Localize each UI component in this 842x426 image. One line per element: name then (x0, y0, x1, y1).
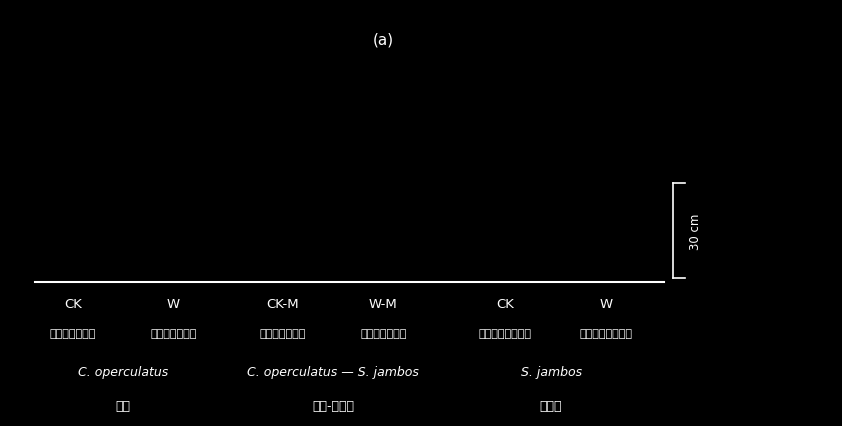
Text: （混合组水淤）: （混合组水淤） (360, 328, 407, 339)
Text: W-M: W-M (369, 297, 397, 311)
Text: （水蒲桃组对照）: （水蒲桃组对照） (478, 328, 531, 339)
Text: 水翁: 水翁 (115, 399, 131, 412)
Text: CK: CK (64, 297, 82, 311)
Text: (a): (a) (373, 32, 394, 47)
Text: （水蒲桃组水淤）: （水蒲桃组水淤） (579, 328, 632, 339)
Text: C. operculatus: C. operculatus (78, 365, 168, 378)
Text: CK-M: CK-M (266, 297, 299, 311)
Text: C. operculatus — S. jambos: C. operculatus — S. jambos (247, 365, 418, 378)
Text: CK: CK (496, 297, 514, 311)
Text: S. jambos: S. jambos (520, 365, 582, 378)
Text: W: W (599, 297, 612, 311)
Text: （水翁组水淤）: （水翁组水淤） (150, 328, 197, 339)
Text: 水翁-水蒲桃: 水翁-水蒲桃 (312, 399, 354, 412)
Text: （水翁组对照）: （水翁组对照） (50, 328, 96, 339)
Text: 水蒲桃: 水蒲桃 (540, 399, 562, 412)
Text: （混合组对照）: （混合组对照） (259, 328, 306, 339)
Text: 30 cm: 30 cm (689, 213, 702, 249)
Text: W: W (167, 297, 180, 311)
